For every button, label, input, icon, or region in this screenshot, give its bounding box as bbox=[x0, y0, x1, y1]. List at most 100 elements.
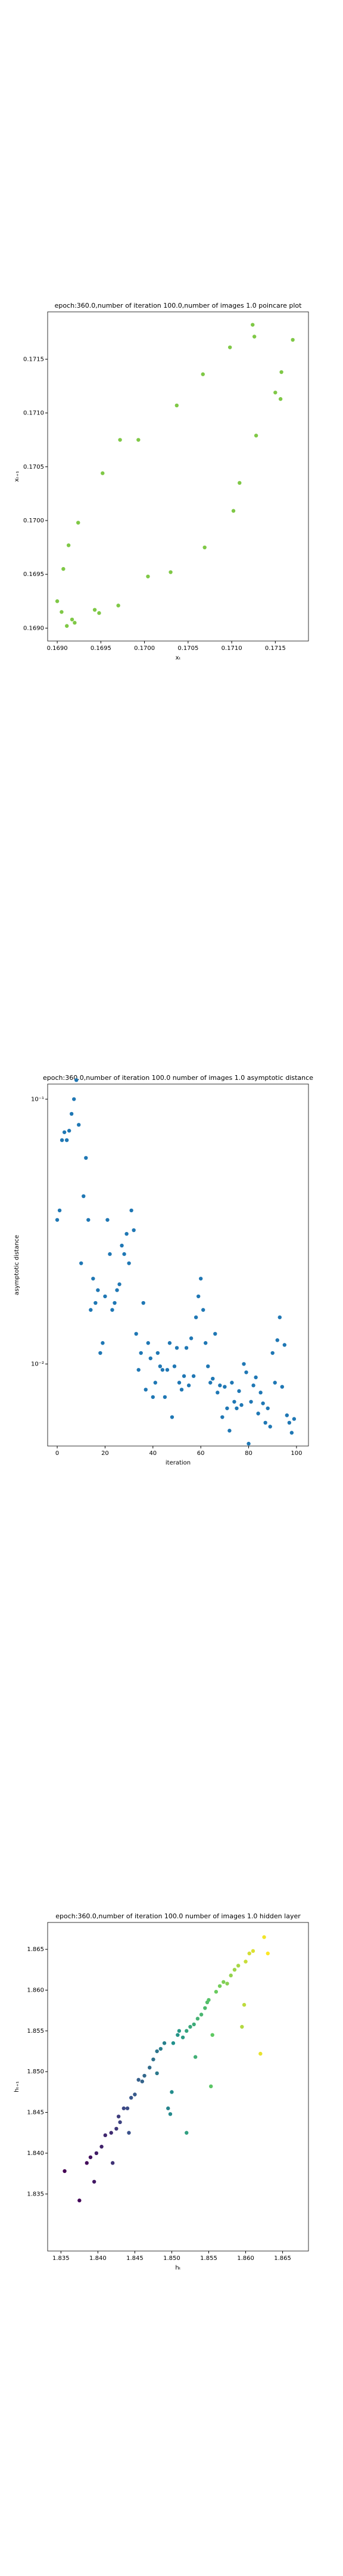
point bbox=[235, 1406, 239, 1410]
point bbox=[191, 1374, 196, 1378]
x-tick-label: 100 bbox=[291, 1450, 302, 1457]
point bbox=[110, 1308, 114, 1312]
point bbox=[213, 1332, 217, 1336]
point bbox=[231, 509, 236, 513]
x-tick-label: 1.855 bbox=[200, 2255, 217, 2262]
point bbox=[163, 1395, 167, 1400]
point bbox=[148, 1356, 152, 1361]
point bbox=[242, 1362, 246, 1366]
point bbox=[251, 1383, 255, 1388]
point bbox=[151, 2057, 155, 2061]
point bbox=[146, 1341, 150, 1345]
point bbox=[279, 370, 283, 374]
y-axis-label: asymptotic distance bbox=[14, 1235, 20, 1295]
x-tick-label: 1.840 bbox=[89, 2255, 107, 2262]
point bbox=[92, 2179, 96, 2184]
point bbox=[97, 611, 101, 615]
y-tick-label: 0.1715 bbox=[23, 356, 44, 363]
x-tick-label: 80 bbox=[245, 1450, 252, 1457]
y-tick-label: 1.860 bbox=[27, 1987, 44, 1993]
point bbox=[201, 372, 205, 376]
point bbox=[121, 2106, 126, 2110]
y-axis-label: hₜ₊₁ bbox=[14, 2081, 20, 2092]
point bbox=[242, 2002, 247, 2007]
point bbox=[93, 1301, 98, 1305]
point bbox=[270, 1351, 275, 1355]
point bbox=[62, 1130, 67, 1134]
point bbox=[291, 338, 295, 342]
point bbox=[144, 1388, 148, 1392]
point bbox=[84, 1156, 88, 1160]
point bbox=[273, 391, 277, 395]
point bbox=[280, 1385, 284, 1389]
x-tick-label: 0.1690 bbox=[47, 645, 68, 652]
point bbox=[82, 1194, 86, 1199]
point bbox=[61, 566, 66, 571]
plot-frame bbox=[47, 1922, 309, 2252]
point bbox=[206, 1364, 210, 1368]
y-tick-label: 0.1695 bbox=[23, 571, 44, 578]
point bbox=[172, 1364, 177, 1368]
point bbox=[249, 1400, 253, 1404]
point bbox=[151, 1395, 155, 1400]
point bbox=[185, 2029, 189, 2033]
point bbox=[292, 1417, 297, 1421]
point bbox=[196, 1294, 201, 1299]
point bbox=[263, 1420, 267, 1425]
point bbox=[289, 1431, 294, 1435]
point bbox=[182, 1374, 186, 1378]
y-tick-label: 1.835 bbox=[27, 2191, 44, 2197]
x-tick-label: 1.845 bbox=[126, 2255, 144, 2262]
point bbox=[109, 2131, 113, 2135]
plot-frame bbox=[47, 1083, 309, 1447]
point bbox=[168, 2112, 173, 2116]
point bbox=[91, 1277, 95, 1281]
point bbox=[136, 438, 141, 442]
point bbox=[237, 1389, 241, 1394]
point bbox=[177, 2029, 182, 2033]
point bbox=[98, 1351, 102, 1355]
point bbox=[218, 1383, 222, 1388]
point bbox=[238, 481, 242, 485]
point bbox=[210, 2033, 214, 2037]
point bbox=[211, 1376, 215, 1381]
x-tick-label: 0.1705 bbox=[177, 645, 198, 652]
point bbox=[216, 1391, 220, 1395]
point bbox=[155, 1351, 160, 1355]
x-tick-label: 1.850 bbox=[163, 2255, 180, 2262]
point bbox=[170, 2090, 174, 2094]
point bbox=[186, 1383, 191, 1388]
point bbox=[222, 1980, 226, 1984]
point bbox=[193, 2055, 198, 2059]
x-axis-label: hₜ bbox=[175, 2265, 180, 2271]
point bbox=[188, 2024, 192, 2029]
y-tick-label: 1.845 bbox=[27, 2110, 44, 2116]
point bbox=[141, 1301, 145, 1305]
point bbox=[105, 1218, 110, 1222]
point bbox=[261, 1401, 265, 1405]
point bbox=[192, 2022, 196, 2027]
point bbox=[195, 2017, 200, 2021]
point bbox=[72, 1097, 76, 1101]
point bbox=[92, 608, 97, 612]
point bbox=[174, 403, 179, 408]
point bbox=[125, 2106, 130, 2110]
point bbox=[74, 1078, 79, 1082]
point bbox=[247, 1441, 251, 1446]
chart-title: epoch:360.0,number of iteration 100.0 nu… bbox=[43, 1074, 313, 1082]
point bbox=[266, 1951, 270, 1956]
x-tick-label: 1.860 bbox=[237, 2255, 254, 2262]
point bbox=[251, 1949, 255, 1953]
point bbox=[217, 1984, 222, 1988]
point bbox=[129, 1208, 133, 1213]
point bbox=[140, 2079, 145, 2083]
point bbox=[60, 1138, 64, 1143]
chart-title: epoch:360.0,number of iteration 100.0,nu… bbox=[55, 302, 303, 309]
point bbox=[139, 1351, 143, 1355]
point bbox=[244, 1959, 248, 1964]
point bbox=[275, 1338, 279, 1342]
point bbox=[101, 1341, 105, 1345]
y-tick-label: 0.1710 bbox=[23, 410, 44, 417]
